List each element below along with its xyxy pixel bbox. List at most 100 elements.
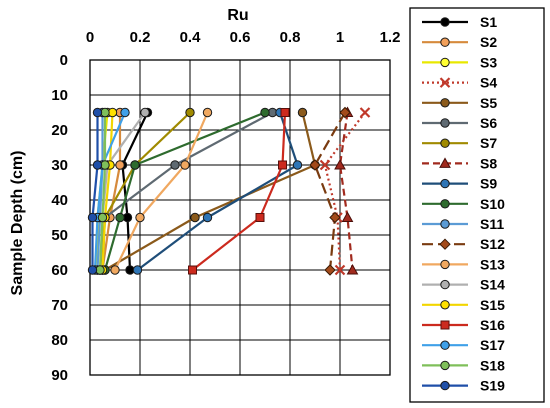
x-axis-ticks: 0 0.2 0.4 0.6 0.8 1 1.2: [86, 29, 401, 46]
legend-entry: S9: [422, 176, 497, 192]
data-point: [324, 264, 336, 276]
legend-label: S13: [480, 256, 505, 272]
data-point: [180, 160, 190, 170]
legend-label: S5: [480, 95, 497, 111]
data-point: [319, 159, 331, 171]
y-tick-label: 50: [51, 227, 68, 244]
series-s13: [110, 107, 213, 275]
x-tick-label: 0: [86, 29, 94, 46]
data-point: [292, 160, 303, 170]
series-line: [101, 112, 122, 271]
legend-swatch-marker: [440, 259, 450, 270]
legend-label: S18: [480, 357, 505, 373]
legend-swatch-marker: [439, 77, 451, 88]
data-point: [115, 160, 125, 170]
series-line: [114, 112, 209, 271]
legend-entry: S14: [422, 277, 505, 293]
legend-label: S3: [480, 54, 497, 70]
data-point: [297, 107, 308, 118]
y-tick-label: 20: [51, 122, 68, 139]
legend-entry: S6: [422, 115, 497, 131]
data-point: [97, 212, 108, 223]
y-tick-label: 70: [51, 297, 68, 314]
x-tick-label: 0.6: [230, 29, 251, 46]
series-line: [98, 112, 107, 271]
legend-label: S12: [480, 236, 505, 252]
series-line: [313, 111, 346, 271]
data-point: [87, 265, 98, 275]
legend-entry: S16: [422, 317, 505, 333]
legend-swatch-marker: [440, 279, 450, 290]
y-tick-label: 90: [51, 367, 68, 384]
data-point: [135, 212, 145, 223]
data-point: [110, 265, 120, 275]
y-tick-label: 60: [51, 262, 68, 279]
series-s1: [117, 107, 153, 275]
legend-entry: S13: [422, 256, 505, 272]
legend-swatch-marker: [440, 300, 450, 310]
legend-label: S15: [480, 297, 505, 313]
y-tick-label: 40: [51, 192, 68, 209]
data-point: [202, 107, 213, 118]
legend-swatch-marker: [439, 238, 451, 250]
series-line: [93, 112, 127, 271]
legend-entry: S15: [422, 297, 505, 313]
legend-entry: S19: [422, 378, 505, 394]
legend-swatch-marker: [440, 98, 450, 108]
x-tick-label: 1: [336, 29, 344, 46]
legend-swatch-marker: [440, 380, 450, 391]
data-point: [185, 107, 195, 118]
legend-entry: S2: [422, 34, 497, 50]
data-point: [341, 211, 354, 222]
legend-label: S14: [480, 277, 505, 293]
series-line: [104, 112, 317, 271]
legend-swatch-marker: [440, 360, 450, 371]
legend-label: S7: [480, 135, 497, 151]
data-point: [87, 212, 98, 223]
y-tick-label: 30: [51, 157, 68, 174]
data-point: [334, 264, 346, 276]
data-point: [140, 107, 150, 118]
data-point: [280, 108, 290, 117]
y-tick-label: 0: [60, 52, 68, 69]
legend-swatch-marker: [440, 118, 450, 128]
legend-label: S9: [480, 176, 497, 192]
y-axis-ticks: 0 10 20 30 40 50 60 70 80 90: [51, 52, 68, 384]
data-point: [329, 211, 341, 224]
legend-swatch-marker: [440, 57, 450, 68]
legend-swatch-marker: [440, 138, 450, 148]
legend-entry: S1: [422, 14, 497, 30]
series-line: [121, 112, 149, 271]
plot-series: [87, 106, 371, 276]
y-tick-label: 80: [51, 332, 68, 349]
series-line: [101, 112, 114, 271]
legend-entry: S10: [422, 196, 505, 212]
legend-label: S16: [480, 317, 505, 333]
data-point: [255, 213, 265, 222]
data-point: [346, 263, 359, 275]
legend-swatch-marker: [440, 178, 450, 189]
data-point: [92, 107, 103, 118]
x-tick-label: 1.2: [380, 29, 401, 46]
data-point: [130, 160, 140, 170]
data-point: [334, 158, 346, 170]
legend-label: S1: [480, 14, 497, 30]
legend-swatch-marker: [440, 37, 450, 47]
data-point: [92, 160, 103, 170]
legend-swatch-marker: [440, 199, 450, 209]
data-point: [260, 107, 270, 118]
data-point: [309, 159, 321, 171]
legend-entry: S4: [422, 75, 497, 91]
legend-frame: [409, 7, 545, 403]
series-line: [91, 112, 99, 270]
data-point: [202, 212, 213, 223]
legend-entry: S7: [422, 135, 497, 151]
legend-label: S4: [480, 75, 497, 91]
legend-label: S17: [480, 337, 505, 353]
series-line: [191, 112, 287, 271]
legend-entry: S11: [422, 216, 504, 232]
series-line: [136, 112, 299, 271]
series-s4: [319, 107, 371, 276]
data-point: [339, 106, 351, 119]
